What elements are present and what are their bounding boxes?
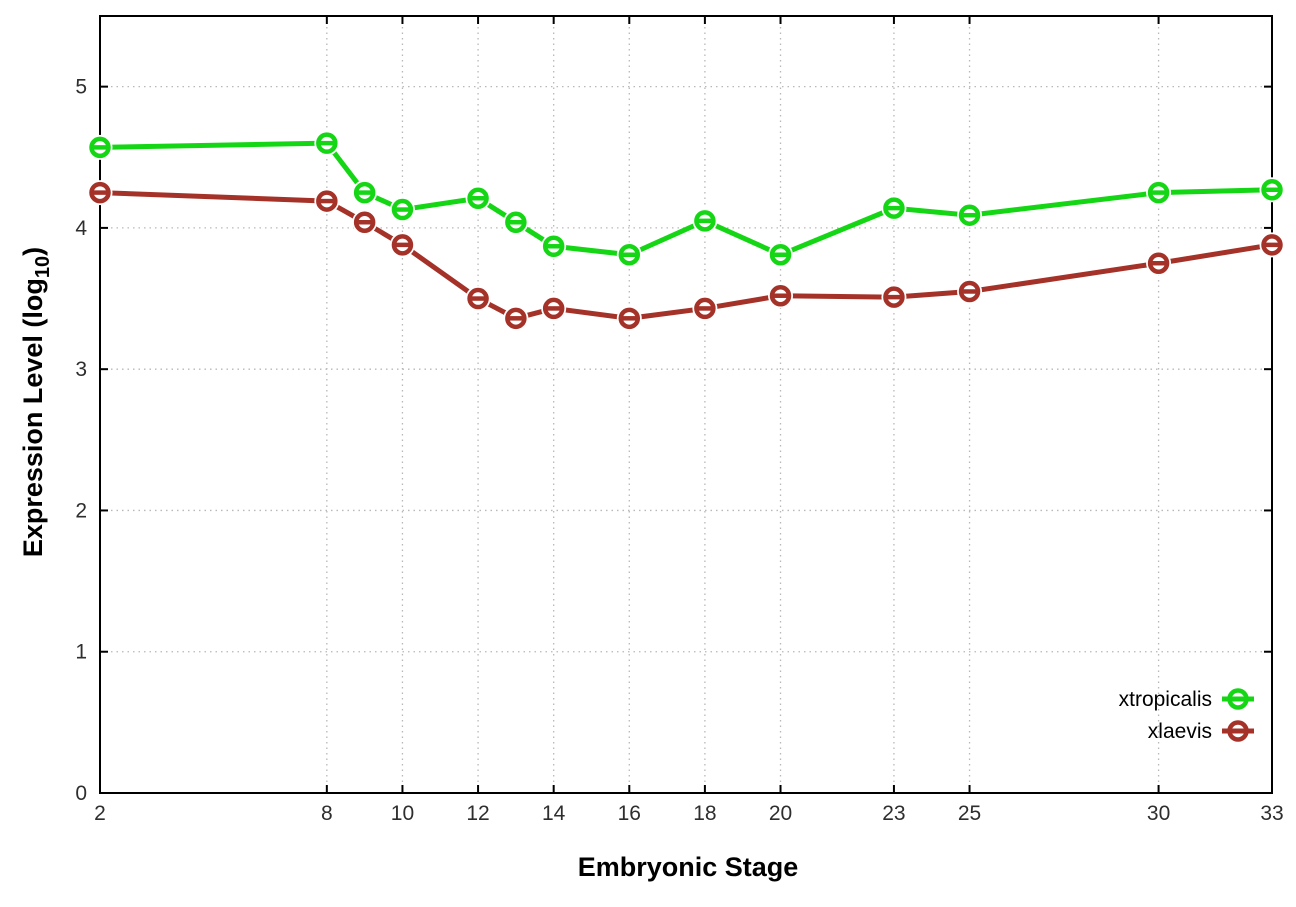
data-point-xlaevis-stage-10 (391, 234, 414, 256)
plot-area: 2 8 10 12 14 16 18 20 23 25 30 33012345xtropicalisx… (75, 15, 1285, 825)
series-line-xlaevis (99, 190, 1273, 321)
data-point-xtropicalis-stage-8 (316, 132, 338, 154)
data-point-xlaevis-stage-30 (1147, 252, 1170, 274)
data-point-xlaevis-stage-16 (618, 307, 641, 330)
data-point-xtropicalis-stage-16 (618, 244, 641, 266)
legend-label-xlaevis: xlaevis (1148, 720, 1212, 743)
y-tick-label: 4 (75, 217, 87, 240)
data-point-xlaevis-stage-25 (958, 280, 981, 303)
data-point-xlaevis-stage-33 (1261, 234, 1283, 256)
x-tick-label: 14 (542, 802, 566, 825)
y-tick-label: 5 (75, 76, 87, 99)
y-axis-label: Expression Level (log10) (18, 247, 54, 557)
data-point-xlaevis-stage-12 (467, 287, 489, 310)
data-point-xlaevis-stage-20 (769, 284, 792, 307)
data-point-xtropicalis-stage-14 (542, 235, 565, 258)
data-point-xtropicalis-stage-18 (694, 210, 716, 232)
plot-border (99, 15, 1273, 794)
x-tick-label: 10 (391, 802, 414, 825)
data-point-xtropicalis-stage-25 (958, 204, 981, 226)
legend-marker-xtropicalis (1227, 688, 1249, 710)
data-point-xtropicalis-stage-33 (1261, 179, 1283, 201)
x-tick-label: 23 (882, 802, 905, 825)
x-tick-label: 20 (769, 802, 792, 825)
x-tick-label: 25 (958, 802, 981, 825)
y-tick-label: 3 (75, 358, 87, 381)
data-point-xtropicalis-stage-2 (89, 136, 111, 159)
data-point-xtropicalis-stage-12 (467, 187, 489, 209)
data-point-xlaevis-stage-23 (883, 286, 905, 308)
data-point-xtropicalis-stage-9 (353, 181, 376, 204)
x-axis-label: Embryonic Stage (578, 852, 799, 882)
x-tick-label: 12 (466, 802, 489, 825)
data-point-xlaevis-stage-18 (694, 297, 716, 320)
data-point-xlaevis-stage-9 (353, 211, 376, 234)
y-tick-label: 0 (75, 782, 87, 805)
x-tick-label: 8 (321, 802, 333, 825)
x-tick-label: 18 (693, 802, 716, 825)
x-tick-label: 30 (1147, 802, 1170, 825)
data-point-xtropicalis-stage-13 (505, 211, 527, 234)
data-point-xtropicalis-stage-23 (883, 197, 905, 219)
x-tick-label: 33 (1260, 802, 1283, 825)
data-point-xtropicalis-stage-10 (391, 198, 414, 221)
data-point-xtropicalis-stage-20 (769, 244, 792, 266)
data-point-xlaevis-stage-14 (542, 297, 565, 320)
data-point-xlaevis-stage-2 (89, 181, 111, 204)
legend-label-xtropicalis: xtropicalis (1119, 688, 1212, 711)
x-tick-label: 2 (94, 802, 106, 825)
x-tick-label: 16 (618, 802, 641, 825)
y-tick-label: 1 (75, 641, 87, 664)
legend-marker-xlaevis (1227, 720, 1249, 742)
data-point-xlaevis-stage-13 (505, 307, 527, 330)
y-tick-label: 2 (75, 499, 87, 522)
data-point-xlaevis-stage-8 (316, 190, 338, 212)
data-point-xtropicalis-stage-30 (1147, 181, 1170, 204)
